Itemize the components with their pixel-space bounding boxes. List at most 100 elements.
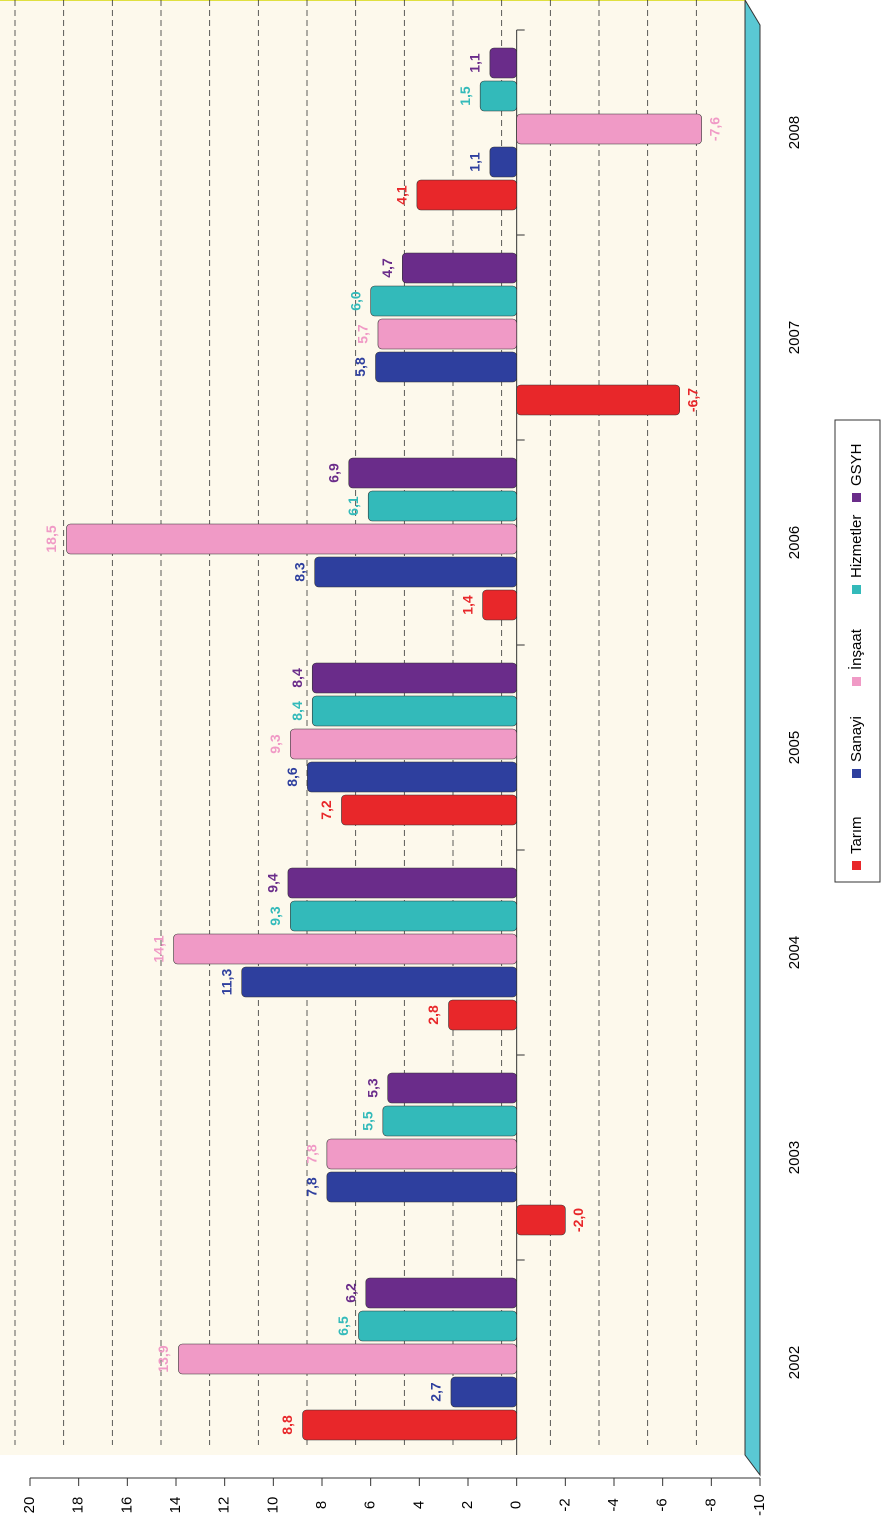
legend-label: GSYH [848, 443, 865, 486]
value-label: 6,9 [325, 463, 341, 483]
legend-label: Sanayi [848, 716, 865, 762]
bar [311, 662, 517, 694]
value-label: 8,8 [279, 1415, 295, 1435]
y-tick-label: 14 [167, 1497, 184, 1514]
y-tick-label: 12 [216, 1497, 233, 1514]
y-tick-label: 4 [410, 1501, 427, 1509]
y-tick-label: 10 [264, 1497, 281, 1514]
value-label: 5,3 [364, 1078, 380, 1098]
value-label: 11,3 [218, 969, 234, 996]
bar [178, 1343, 517, 1375]
value-label: -2,0 [570, 1208, 586, 1232]
y-tick-label: 18 [70, 1497, 87, 1514]
bar [348, 457, 517, 489]
y-tick-label: -6 [654, 1498, 671, 1511]
value-label: 1,4 [459, 595, 475, 615]
y-tick-label: -2 [556, 1498, 573, 1511]
bar [367, 490, 517, 522]
value-label: 5,5 [360, 1111, 376, 1131]
bar [377, 318, 517, 350]
bar [516, 384, 681, 416]
y-tick-label: 16 [118, 1497, 135, 1514]
value-label: 5,7 [355, 324, 371, 344]
value-label: 9,4 [265, 873, 281, 893]
bar [66, 523, 517, 555]
y-tick-label: -10 [751, 1494, 768, 1516]
bar [382, 1105, 517, 1137]
bar [341, 794, 517, 826]
value-label: 4,1 [394, 185, 410, 205]
bar [307, 761, 517, 793]
bar [450, 1376, 517, 1408]
bar [326, 1138, 517, 1170]
value-label: 8,4 [289, 701, 305, 721]
bar [241, 966, 517, 998]
value-label: 1,5 [457, 86, 473, 106]
bar [489, 146, 517, 178]
y-tick-label: -4 [605, 1498, 622, 1511]
x-tick-label: 2004 [786, 936, 803, 969]
legend-label: İnşaat [847, 628, 865, 670]
floor [744, 0, 761, 1477]
bar [302, 1409, 517, 1441]
x-tick-label: 2007 [786, 321, 803, 354]
value-label: 1,1 [467, 152, 483, 172]
value-label: 13,9 [155, 1345, 171, 1372]
bar [287, 867, 517, 899]
value-label: 7,8 [304, 1144, 320, 1164]
value-label: 2,8 [425, 1005, 441, 1025]
value-label: 6,2 [343, 1283, 359, 1303]
value-label: -7,6 [706, 117, 722, 141]
value-label: 2,7 [428, 1382, 444, 1402]
bar [479, 80, 517, 112]
x-tick-label: 2006 [786, 526, 803, 559]
legend-swatch [852, 677, 861, 686]
y-tick-label: -8 [702, 1498, 719, 1511]
y-tick-label: 8 [313, 1501, 330, 1509]
bar [370, 285, 517, 317]
legend-swatch [852, 769, 861, 778]
value-label: 8,4 [289, 668, 305, 688]
bar [326, 1171, 517, 1203]
x-tick-label: 2008 [786, 116, 803, 149]
value-label: 9,3 [267, 906, 283, 926]
value-label: 1,1 [467, 53, 483, 73]
legend-label: Hizmetler [848, 515, 865, 578]
legend-swatch [852, 861, 861, 870]
value-label: 5,8 [352, 357, 368, 377]
legend-swatch [852, 493, 861, 502]
y-tick-label: 2 [459, 1501, 476, 1509]
value-label: -6,7 [684, 388, 700, 412]
bar [290, 728, 517, 760]
value-label: 6,5 [335, 1316, 351, 1336]
bar [416, 179, 517, 211]
y-tick-label: 0 [508, 1501, 525, 1509]
x-tick-label: 2002 [786, 1346, 803, 1379]
value-label: 6,0 [347, 291, 363, 311]
x-tick-label: 2005 [786, 731, 803, 764]
legend-label: Tarım [848, 817, 865, 855]
bar [516, 113, 702, 145]
plot-area [0, 0, 745, 1455]
bar [311, 695, 517, 727]
bar [489, 47, 517, 79]
value-label: 4,7 [379, 258, 395, 278]
bar [290, 900, 517, 932]
x-tick-label: 2003 [786, 1141, 803, 1174]
value-label: 7,2 [318, 800, 334, 820]
value-label: 9,3 [267, 734, 283, 754]
y-tick-label: 6 [362, 1501, 379, 1509]
bar [448, 999, 517, 1031]
bar [516, 1204, 566, 1236]
value-label: 18,5 [43, 525, 59, 552]
bar [375, 351, 517, 383]
bar [365, 1277, 517, 1309]
value-label: 8,6 [284, 767, 300, 787]
bar [401, 252, 517, 284]
bar [314, 556, 517, 588]
bar [482, 589, 517, 621]
y-tick-label: 20 [21, 1497, 38, 1514]
bar [358, 1310, 517, 1342]
bar [173, 933, 517, 965]
